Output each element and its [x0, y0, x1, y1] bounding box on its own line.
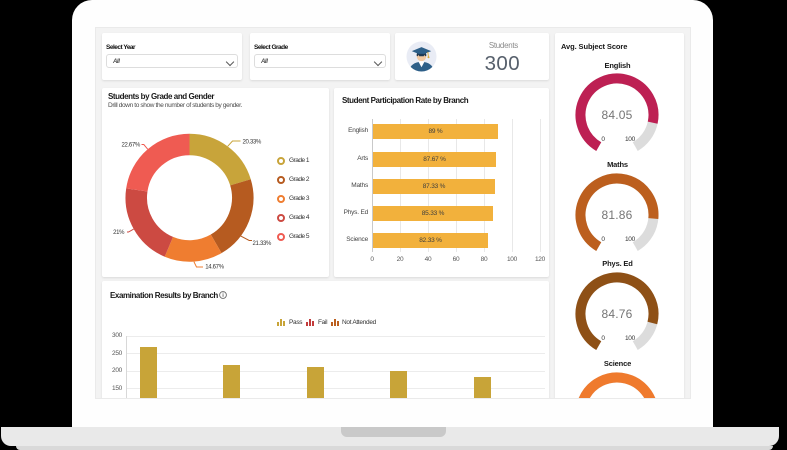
svg-text:0: 0	[601, 136, 605, 143]
svg-text:100: 100	[625, 335, 636, 342]
svg-text:22.67%: 22.67%	[121, 143, 141, 149]
svg-text:20.33%: 20.33%	[243, 140, 263, 146]
svg-text:100: 100	[625, 236, 636, 243]
svg-text:21%: 21%	[113, 230, 125, 236]
svg-text:0: 0	[601, 335, 605, 342]
svg-text:81.86: 81.86	[601, 208, 632, 222]
svg-text:84.76: 84.76	[601, 307, 632, 321]
svg-text:14.67%: 14.67%	[205, 264, 225, 270]
svg-text:100: 100	[625, 136, 636, 143]
svg-text:21.33%: 21.33%	[253, 241, 273, 247]
svg-text:84.05: 84.05	[601, 108, 632, 122]
svg-text:0: 0	[601, 236, 605, 243]
